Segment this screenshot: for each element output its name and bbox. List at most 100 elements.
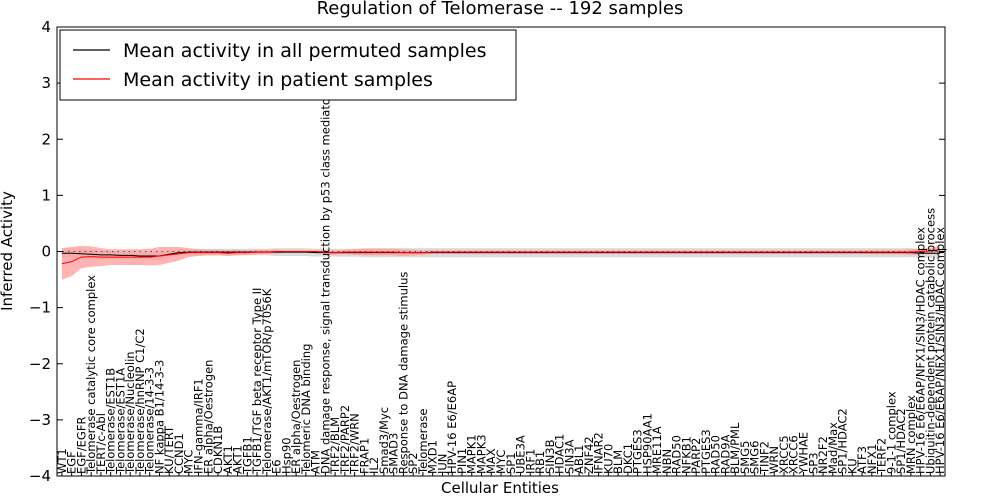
entity-label: MAX [484, 448, 498, 474]
entity-label: Ubiquitin-dependent protein catabolic pr… [923, 208, 937, 474]
y-tick-label: 2 [41, 130, 51, 148]
entity-label: CCND1 [172, 433, 186, 474]
entity-label: Telomerase [416, 409, 430, 476]
entity-label: Telomerase/Nucleolin [123, 351, 137, 475]
entity-label: AKT1 [221, 445, 235, 474]
entity-label: IFNAR2 [592, 432, 606, 474]
entity-label: UBE3A [514, 435, 528, 474]
entity-label: XRCC6 [787, 435, 801, 474]
legend-label-patient: Mean activity in patient samples [123, 69, 433, 91]
entity-label: DKC1 [621, 443, 635, 474]
entity-label: NF kappa B1/14-3-3 [153, 360, 167, 474]
legend-frame [59, 29, 517, 101]
entity-label: WRN [767, 446, 781, 474]
entity-label: NBN [660, 449, 674, 474]
y-tick-label: 0 [41, 243, 51, 261]
entity-label: AKT1 [231, 445, 245, 474]
entity-label: Telomerase/hnRNP C1/C2 [133, 328, 147, 475]
entity-label: SMG6 [748, 441, 762, 474]
entity-label: HPV-16 E6/E6AP/NFX1/SIN3/HDAC complex [933, 227, 947, 474]
entity-label: Telomeric DNA binding [299, 344, 313, 475]
entity-label: Telomerase/14-3-3 [143, 367, 157, 475]
entity-label: ATF3 [855, 446, 869, 474]
entity-label: YWHAE [797, 432, 811, 475]
entity-label: IRF1 [523, 449, 537, 474]
plot-area-frame [56, 26, 946, 477]
line-patient [61, 249, 941, 265]
entity-label: NR2F2 [816, 436, 830, 474]
entity-label: RAD9A [718, 434, 732, 474]
entity-label: E6 [270, 459, 284, 474]
y-tick-label: −2 [29, 355, 51, 373]
entity-label: MRN complex [904, 395, 918, 474]
entity-label: HPV-16 E6/E6AP [445, 381, 459, 474]
entity-label: KU70 [601, 444, 615, 474]
entity-label: 9-1-1 complex [884, 391, 898, 474]
entity-label: TGFB1/TGF beta receptor Type II [250, 288, 264, 475]
entity-label: RB1 [533, 451, 547, 474]
entity-label: SMG5 [738, 441, 752, 474]
entity-label: KU/TERT [162, 425, 176, 474]
entity-label: SIN3B [543, 439, 557, 474]
entity-label: RAD50 [670, 435, 684, 474]
entity-label: HPV-16 E6/E6AP/NFX1/SIN3/HDAC complex [914, 227, 928, 474]
y-tick-label: −1 [29, 299, 51, 317]
y-axis-tick-labels: 4 3 2 1 0 −1 −2 −3 −4 [29, 18, 51, 485]
entity-label: Smad3/Myc [377, 407, 391, 474]
entity-label: XRCC5 [777, 435, 791, 474]
entity-label: TERT/c-Abl [94, 413, 108, 475]
entity-label: Telomerase/EST1B [104, 368, 118, 475]
entity-label: PARP2 [689, 438, 703, 474]
legend: Mean activity in all permuted samples Me… [59, 29, 517, 101]
entity-label: TRF2/WRN [348, 413, 362, 475]
entity-label: SP3 [806, 452, 820, 474]
entity-label: BLM [611, 450, 625, 474]
entity-label: CDKN1B [211, 426, 225, 474]
entity-label: DNA damage response, signal transduction… [318, 93, 332, 474]
entity-label: MAPK1 [465, 434, 479, 474]
entity-label: SIN3A [562, 439, 576, 474]
entity-label: RAD50 [709, 435, 723, 474]
entity-label: NFX1 [865, 444, 879, 474]
series-lines [61, 249, 941, 265]
entity-label: ER alpha/Oestrogen [201, 360, 215, 474]
entity-label: ZNF42 [582, 436, 596, 474]
entity-label: SP2 [406, 452, 420, 474]
entity-label: HDAC1 [553, 434, 567, 474]
entity-label: WT1 [55, 448, 69, 474]
entity-label: MYC [494, 450, 508, 474]
y-tick-label: 1 [41, 186, 51, 204]
entity-label: Mad/Max [826, 422, 840, 474]
entity-label: ER alpha/Oestrogen [289, 360, 303, 474]
entity-label: EGF/EGFR [74, 417, 88, 474]
entity-label: FRAP1 [357, 438, 371, 474]
entity-label: TRF2/PARP2 [338, 405, 352, 475]
entity-label: MAPK3 [475, 434, 489, 474]
legend-label-permuted: Mean activity in all permuted samples [123, 40, 486, 62]
entity-label: SP1/HDAC2 [894, 408, 908, 474]
entity-label: EGF [65, 451, 79, 474]
entity-label: Telomerase/EST1A [113, 368, 127, 475]
entity-label: NFKB1 [679, 436, 693, 474]
entity-label: PTGES3 [699, 429, 713, 474]
entity-label: Telomerase catalytic core complex [84, 275, 98, 475]
entity-label: TERF2 [875, 438, 889, 475]
entity-label: ABL1 [572, 445, 586, 474]
y-tick-label: −4 [29, 467, 51, 485]
entity-label: ATM [309, 450, 323, 474]
entity-label: TRF2/BLM [328, 417, 342, 475]
y-tick-label: −3 [29, 411, 51, 429]
y-axis-label: Inferred Activity [0, 191, 16, 311]
entity-label: Hsp90 [279, 437, 293, 474]
entity-label: SMAD3 [387, 433, 401, 474]
entity-label: HSP90AA1 [640, 413, 654, 474]
chart-title: Regulation of Telomerase -- 192 samples [317, 0, 684, 19]
entity-label: BLM/PML [728, 422, 742, 474]
entity-label: IL2 [367, 457, 381, 474]
entity-label: PTGES3 [631, 429, 645, 474]
entity-label: Response to DNA damage stimulus [396, 272, 410, 474]
entity-label: TINF2 [758, 441, 772, 475]
entity-label: PIN1 [455, 448, 469, 474]
